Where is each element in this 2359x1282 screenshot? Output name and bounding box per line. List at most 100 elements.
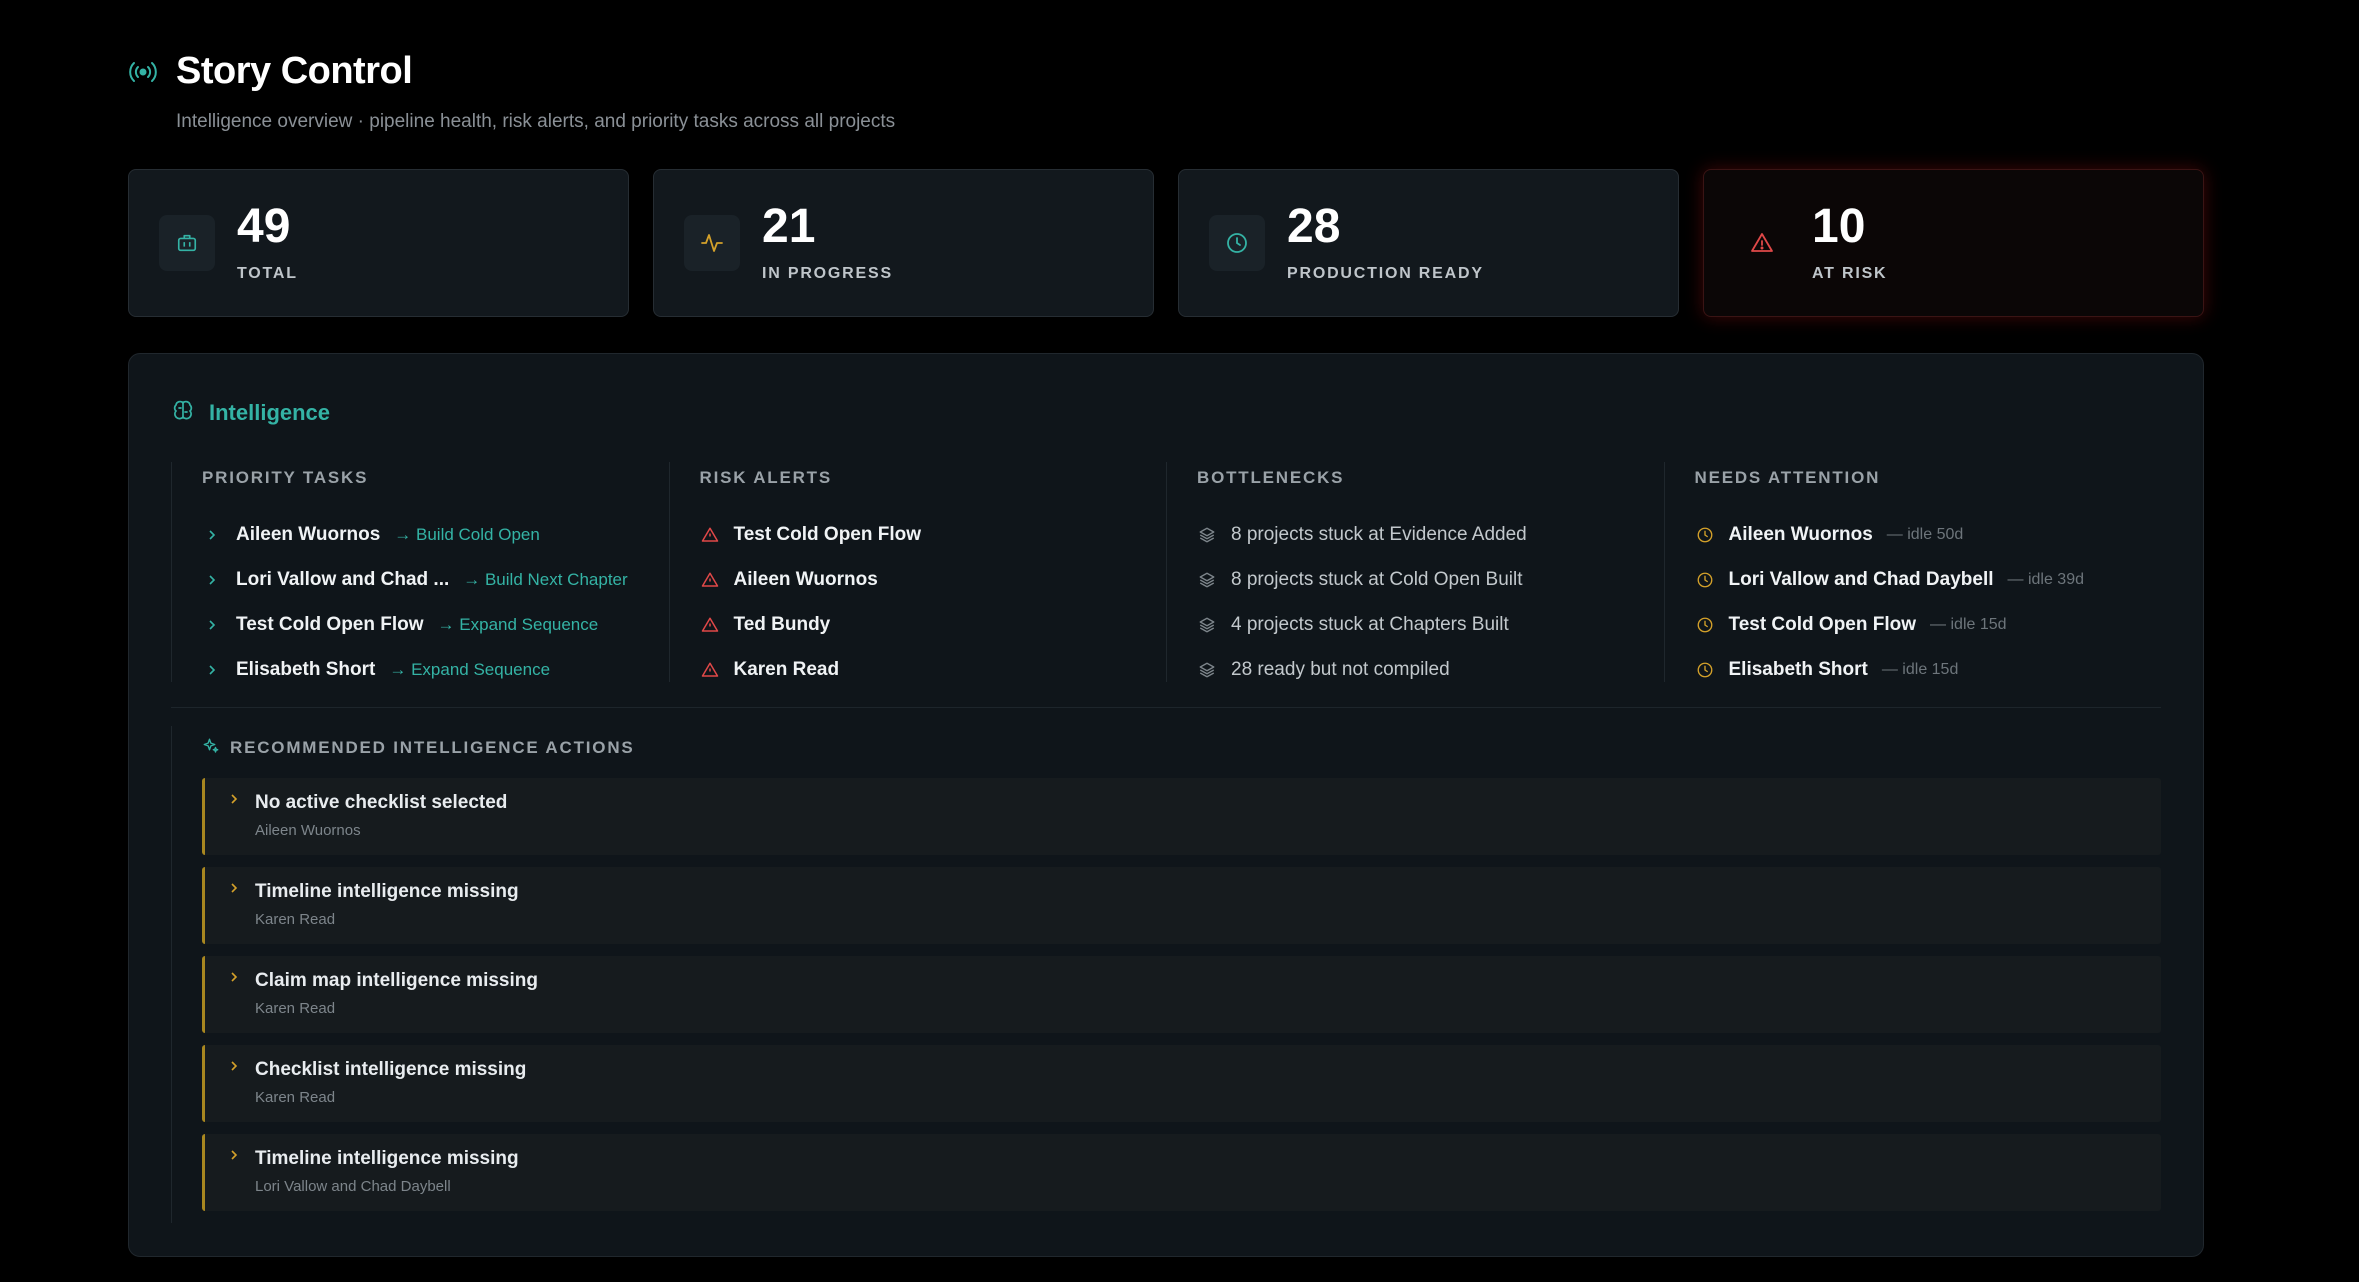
idle-duration: — idle 50d [1886,525,1964,543]
stats-row: 49 TOTAL 21 IN PROGRESS 28 PRODUCTION RE… [128,169,2204,317]
task-action[interactable]: → Expand Sequence [389,659,551,679]
action-project: Aileen Wuornos [255,822,361,839]
chevron-right-icon [227,881,247,944]
sparkles-icon [202,737,220,760]
alert-triangle-icon [700,660,720,680]
clock-icon [1695,615,1715,635]
recommended-header: RECOMMENDED INTELLIGENCE ACTIONS [202,726,2161,770]
recommended-list: No active checklist selected Aileen Wuor… [202,778,2161,1211]
priority-task-item[interactable]: Aileen Wuornos → Build Cold Open [202,512,669,557]
stat-card-total[interactable]: 49 TOTAL [128,169,629,317]
stat-card-at-risk[interactable]: 10 AT RISK [1703,169,2204,317]
action-project: Karen Read [255,911,336,928]
chevron-right-icon [227,970,247,1033]
page-subtitle: Intelligence overview · pipeline health,… [176,111,896,132]
task-action[interactable]: → Build Cold Open [394,524,540,544]
risk-alert-item[interactable]: Test Cold Open Flow [700,512,1167,557]
risk-alert-item[interactable]: Ted Bundy [700,602,1167,647]
stat-label: PRODUCTION READY [1287,265,1484,282]
recommended-action-card[interactable]: Timeline intelligence missing Karen Read [202,867,2161,944]
clock-icon [1695,525,1715,545]
recommended-action-card[interactable]: Claim map intelligence missing Karen Rea… [202,956,2161,1033]
action-title: Claim map intelligence missing [255,970,538,991]
recommended-title: RECOMMENDED INTELLIGENCE ACTIONS [230,738,635,757]
intelligence-columns: PRIORITY TASKS Aileen Wuornos → Build Co… [171,462,2161,682]
action-title: Timeline intelligence missing [255,881,519,902]
stat-label: IN PROGRESS [762,265,893,282]
action-project: Karen Read [255,1089,336,1106]
column-title: BOTTLENECKS [1197,468,1345,487]
bottleneck-item: 4 projects stuck at Chapters Built [1197,602,1664,647]
idle-duration: — idle 15d [1881,660,1959,678]
chevron-right-icon [202,660,222,680]
alert-triangle-icon [700,570,720,590]
attention-item[interactable]: Lori Vallow and Chad Daybell — idle 39d [1695,557,2162,602]
attention-item[interactable]: Elisabeth Short — idle 15d [1695,647,2162,692]
action-title: Checklist intelligence missing [255,1059,527,1080]
layers-icon [1197,570,1217,590]
alert-triangle-icon [700,525,720,545]
idle-duration: — idle 39d [2007,570,2085,588]
attention-item[interactable]: Aileen Wuornos — idle 50d [1695,512,2162,557]
stat-value: 49 [237,200,291,253]
recommended-actions: RECOMMENDED INTELLIGENCE ACTIONS No acti… [171,726,2161,1223]
clock-icon [1209,215,1265,271]
layers-icon [1197,660,1217,680]
intelligence-title: Intelligence [209,399,331,425]
alert-triangle-icon [700,615,720,635]
bottleneck-text: 8 projects stuck at Evidence Added [1231,523,1527,545]
briefcase-icon [159,215,215,271]
priority-task-item[interactable]: Test Cold Open Flow → Expand Sequence [202,602,669,647]
risk-alert-item[interactable]: Karen Read [700,647,1167,692]
stat-card-in-progress[interactable]: 21 IN PROGRESS [653,169,1154,317]
recommended-action-card[interactable]: No active checklist selected Aileen Wuor… [202,778,2161,855]
stat-value: 28 [1287,200,1341,253]
bottleneck-item: 8 projects stuck at Evidence Added [1197,512,1664,557]
attention-project-name: Elisabeth Short [1728,658,1868,680]
intelligence-header: Intelligence [171,398,330,427]
chevron-right-icon [227,1148,247,1211]
alert-triangle-icon [1734,215,1790,271]
priority-task-item[interactable]: Elisabeth Short → Expand Sequence [202,647,669,692]
task-project-name: Lori Vallow and Chad ... [236,568,450,590]
task-action[interactable]: → Expand Sequence [437,614,599,634]
task-project-name: Test Cold Open Flow [236,613,424,635]
bottleneck-item: 28 ready but not compiled [1197,647,1664,692]
needs-attention-column: NEEDS ATTENTION Aileen Wuornos — idle 50… [1663,462,2162,682]
column-title: RISK ALERTS [699,468,833,487]
page-header: Story Control Intelligence overview · pi… [128,50,2208,133]
risk-alert-item[interactable]: Aileen Wuornos [700,557,1167,602]
risk-alerts-column: RISK ALERTS Test Cold Open Flow Aileen W… [668,462,1167,682]
priority-tasks-column: PRIORITY TASKS Aileen Wuornos → Build Co… [171,462,669,682]
broadcast-icon [128,57,158,87]
page-title: Story Control [176,50,413,92]
brain-icon [171,398,195,427]
layers-icon [1197,615,1217,635]
chevron-right-icon [202,570,222,590]
column-title: PRIORITY TASKS [202,468,369,487]
section-divider [171,707,2161,708]
stat-card-production-ready[interactable]: 28 PRODUCTION READY [1178,169,1679,317]
action-project: Lori Vallow and Chad Daybell [255,1178,451,1195]
bottleneck-text: 8 projects stuck at Cold Open Built [1231,568,1523,590]
stat-value: 10 [1812,200,1866,253]
bottleneck-item: 8 projects stuck at Cold Open Built [1197,557,1664,602]
risk-project-name: Ted Bundy [733,613,831,635]
priority-task-item[interactable]: Lori Vallow and Chad ... → Build Next Ch… [202,557,669,602]
clock-icon [1695,660,1715,680]
risk-project-name: Test Cold Open Flow [733,523,922,545]
task-action[interactable]: → Build Next Chapter [463,569,628,589]
attention-project-name: Test Cold Open Flow [1728,613,1917,635]
recommended-action-card[interactable]: Checklist intelligence missing Karen Rea… [202,1045,2161,1122]
risk-project-name: Karen Read [733,658,840,680]
layers-icon [1197,525,1217,545]
chevron-right-icon [227,792,247,855]
chevron-right-icon [227,1059,247,1122]
task-project-name: Aileen Wuornos [236,523,381,545]
recommended-action-card[interactable]: Timeline intelligence missing Lori Vallo… [202,1134,2161,1211]
stat-value: 21 [762,200,816,253]
attention-item[interactable]: Test Cold Open Flow — idle 15d [1695,602,2162,647]
intelligence-panel: Intelligence PRIORITY TASKS Aileen Wuorn… [128,353,2204,1257]
chevron-right-icon [202,615,222,635]
attention-project-name: Lori Vallow and Chad Daybell [1728,568,1994,590]
